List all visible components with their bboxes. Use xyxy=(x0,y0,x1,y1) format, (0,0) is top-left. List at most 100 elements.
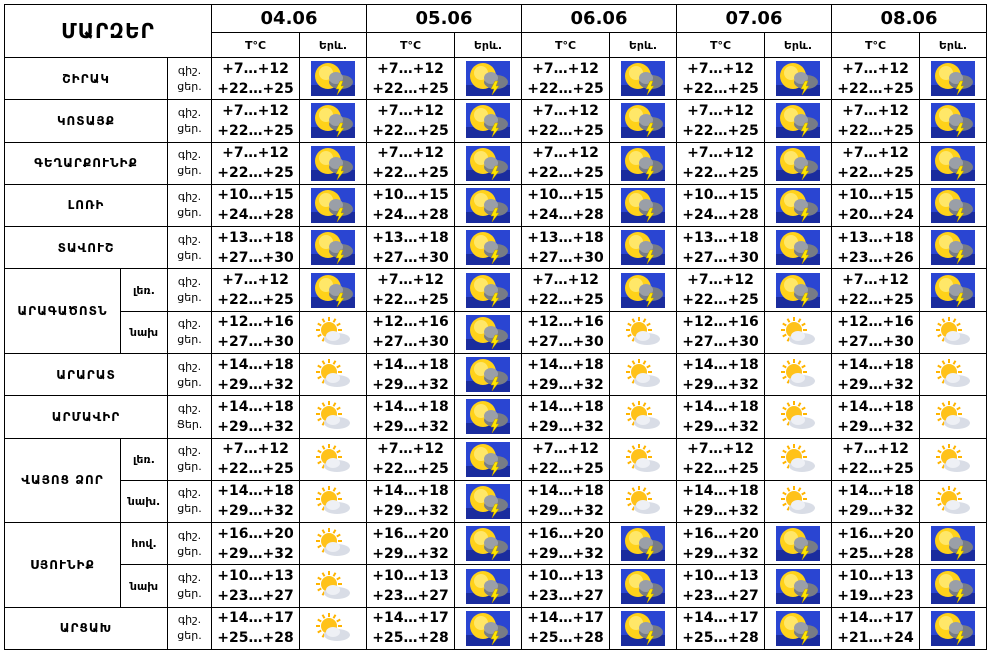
temperature-cell: +10…+13 +19…+23 xyxy=(831,564,920,608)
night-temp: +14…+18 xyxy=(837,483,914,500)
thunderstorm-icon xyxy=(776,145,820,181)
partly-cloudy-icon xyxy=(931,484,975,519)
temperature-cell: +14…+18 +29…+32 xyxy=(676,352,765,397)
weather-col-header: Երև. xyxy=(764,32,832,58)
weather-cell xyxy=(609,99,677,143)
day-temp: +25…+28 xyxy=(682,630,759,647)
weather-cell xyxy=(609,437,677,481)
weather-cell xyxy=(764,437,832,481)
night-temp: +7…+12 xyxy=(377,272,444,289)
night-temp: +13…+18 xyxy=(527,229,604,246)
temperature-cell: +7…+12 +22…+25 xyxy=(831,437,920,481)
night-temp: +10…+13 xyxy=(527,568,604,585)
weather-cell xyxy=(764,352,832,397)
weather-cell xyxy=(299,141,367,185)
thunderstorm-icon xyxy=(931,145,975,181)
temperature-cell: +14…+18 +29…+32 xyxy=(521,352,610,397)
table-row: ԱՐՑԱԽ գիշ. ցեր. +14…+17 +25…+28 +14…+17 +25…+2… xyxy=(4,606,987,651)
day-temp: +29…+32 xyxy=(837,418,914,435)
temperature-cell: +7…+12 +22…+25 xyxy=(676,437,765,481)
partly-cloudy-icon xyxy=(776,357,820,392)
night-temp: +7…+12 xyxy=(532,102,599,119)
thunderstorm-icon xyxy=(776,103,820,139)
region-name: ԿՈՏԱՅՔ xyxy=(4,99,168,143)
weather-cell xyxy=(454,99,522,143)
day-temp: +29…+32 xyxy=(372,545,449,562)
day-temp: +22…+25 xyxy=(217,122,294,139)
night-temp: +16…+20 xyxy=(837,525,914,542)
temperature-cell: +14…+18 +29…+32 xyxy=(366,395,455,439)
day-temp: +19…+23 xyxy=(837,588,914,605)
weather-cell xyxy=(454,564,522,608)
night-temp: +7…+12 xyxy=(222,145,289,162)
weather-cell xyxy=(764,522,832,566)
temperature-cell: +16…+20 +25…+28 xyxy=(831,522,920,566)
day-label: ցեր. xyxy=(177,544,202,558)
thunderstorm-icon xyxy=(621,187,665,223)
day-label: ցեր. xyxy=(177,587,202,601)
day-temp: +22…+25 xyxy=(527,292,604,309)
day-temp: +29…+32 xyxy=(372,376,449,393)
weather-cell xyxy=(764,183,832,228)
day-temp: +22…+25 xyxy=(837,165,914,182)
night-temp: +7…+12 xyxy=(842,145,909,162)
night-temp: +10…+13 xyxy=(837,568,914,585)
day-night-labels: գիշ. ցեր. xyxy=(167,352,212,397)
night-temp: +7…+12 xyxy=(842,272,909,289)
region-name: ԱՐԱՐԱՏ xyxy=(4,352,168,397)
night-temp: +14…+18 xyxy=(217,483,294,500)
night-temp: +14…+18 xyxy=(372,398,449,415)
weather-col-header: Երև. xyxy=(454,32,522,58)
thunderstorm-icon xyxy=(311,145,355,181)
temperature-cell: +14…+18 +29…+32 xyxy=(831,352,920,397)
temperature-cell: +12…+16 +27…+30 xyxy=(831,310,920,354)
partly-cloudy-icon xyxy=(311,399,355,434)
temperature-cell: +12…+16 +27…+30 xyxy=(211,310,300,354)
weather-cell xyxy=(454,606,522,651)
temperature-cell: +13…+18 +27…+30 xyxy=(521,226,610,270)
thunderstorm-icon xyxy=(466,610,510,646)
weather-cell xyxy=(764,56,832,101)
day-temp: +27…+30 xyxy=(217,249,294,266)
night-temp: +16…+20 xyxy=(217,525,294,542)
weather-cell xyxy=(609,395,677,439)
temperature-cell: +7…+12 +22…+25 xyxy=(211,56,300,101)
day-temp: +29…+32 xyxy=(527,545,604,562)
temperature-cell: +7…+12 +22…+25 xyxy=(831,268,920,312)
thunderstorm-icon xyxy=(621,103,665,139)
weather-cell xyxy=(454,183,522,228)
temperature-cell: +10…+13 +23…+27 xyxy=(676,564,765,608)
partly-cloudy-icon xyxy=(311,484,355,519)
weather-cell xyxy=(299,606,367,651)
weather-cell xyxy=(454,522,522,566)
weather-cell xyxy=(299,437,367,481)
day-temp: +24…+28 xyxy=(372,207,449,224)
night-temp: +16…+20 xyxy=(372,525,449,542)
date-header: 07.06 xyxy=(676,4,832,33)
day-temp: +22…+25 xyxy=(682,165,759,182)
weather-cell xyxy=(919,56,987,101)
weather-cell xyxy=(299,56,367,101)
weather-cell xyxy=(609,479,677,524)
table-row: ՎԱՅՈՑ ՁՈՐ լեռ. գիշ. ցեր. +7…+12 +22…+25 +7…+12… xyxy=(4,437,987,524)
region-name: ԼՈՌԻ xyxy=(4,183,168,228)
table-row: ԱՐԱԳԱԾՈՏՆ լեռ. գիշ. ցեր. +7…+12 +22…+25 +7…+12… xyxy=(4,268,987,354)
night-temp: +10…+15 xyxy=(837,187,914,204)
thunderstorm-icon xyxy=(466,272,510,308)
temp-col-header: T°C xyxy=(211,32,300,58)
table-row: ԱՐԱՐԱՏ գիշ. ցեր. +14…+18 +29…+32 +14…+18 +29…+… xyxy=(4,352,987,397)
weather-cell xyxy=(609,564,677,608)
day-temp: +23…+27 xyxy=(372,588,449,605)
day-temp: +25…+28 xyxy=(837,545,914,562)
regions-header: ՄԱՐԶԵՐ xyxy=(4,4,212,58)
weather-cell xyxy=(919,606,987,651)
thunderstorm-icon xyxy=(931,272,975,308)
temperature-cell: +14…+17 +21…+24 xyxy=(831,606,920,651)
table-row: ՍՅՈՒՆԻՔ հով. գիշ. ցեր. +16…+20 +29…+32 +16…+20… xyxy=(4,522,987,608)
night-temp: +14…+18 xyxy=(837,398,914,415)
night-label: գիշ. xyxy=(177,148,202,162)
temperature-cell: +7…+12 +22…+25 xyxy=(521,99,610,143)
region-name: ԱՐԱԳԱԾՈՏՆ xyxy=(4,268,121,354)
night-label: գիշ. xyxy=(177,232,202,246)
temperature-cell: +14…+18 +29…+32 xyxy=(366,479,455,524)
